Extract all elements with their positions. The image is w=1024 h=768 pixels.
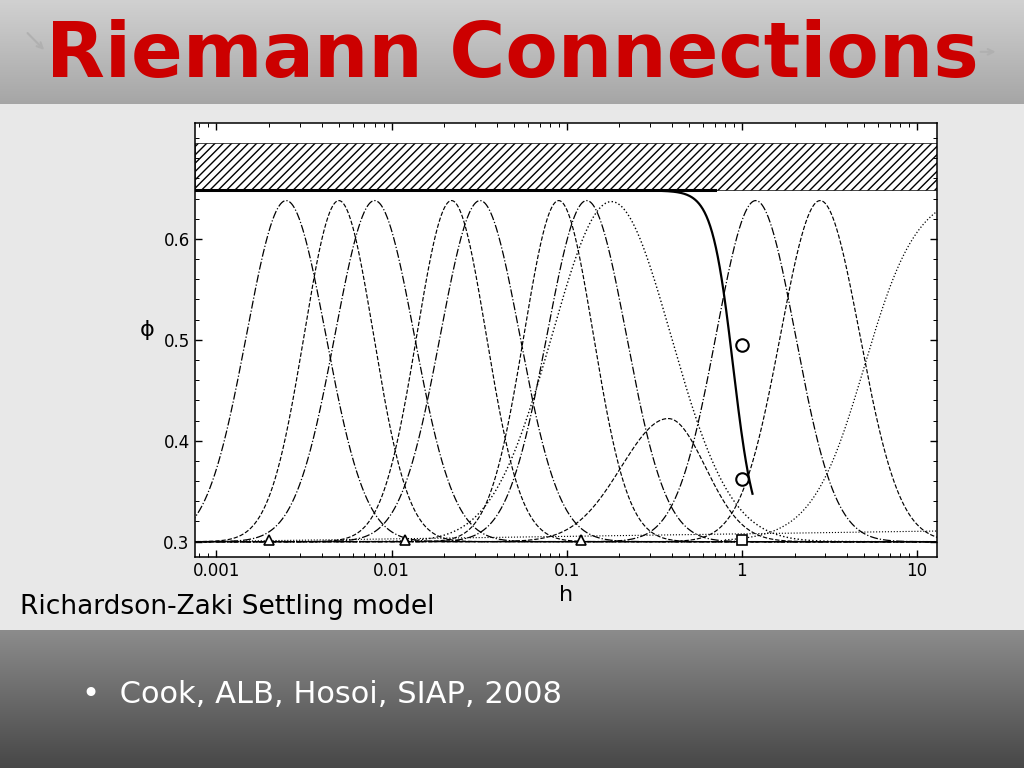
Y-axis label: ϕ: ϕ [139, 319, 154, 340]
Text: •  Cook, ALB, Hosoi, SIAP, 2008: • Cook, ALB, Hosoi, SIAP, 2008 [82, 680, 562, 709]
Text: Riemann Connections: Riemann Connections [46, 19, 978, 93]
Text: Richardson-Zaki Settling model: Richardson-Zaki Settling model [20, 594, 435, 621]
X-axis label: h: h [559, 585, 572, 605]
